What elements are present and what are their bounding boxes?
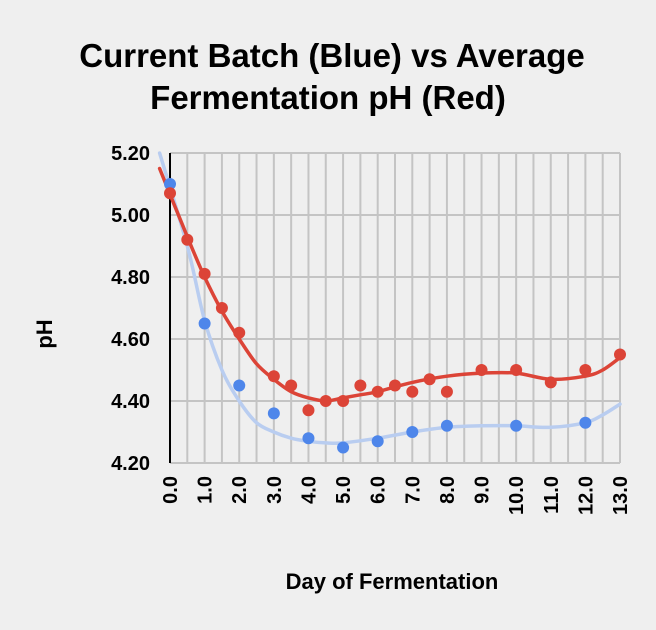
data-point-series-0: [164, 187, 176, 200]
x-tick-label: 13.0: [610, 476, 632, 515]
data-point-series-1: [302, 432, 315, 445]
x-tick-labels: 0.0 1.0 2.0 3.0 4.0 5.0 6.0 7.0 8.0 9.0 10.0 11.0 12…: [160, 476, 632, 515]
x-tick-label: 3.0: [264, 476, 286, 504]
data-point-series-1: [406, 426, 419, 438]
data-point-series-0: [319, 395, 332, 407]
x-tick-label: 7.0: [402, 476, 424, 504]
data-point-series-0: [337, 395, 350, 407]
data-point-series-1: [267, 407, 280, 420]
data-point-series-1: [510, 419, 523, 432]
gridlines: [169, 152, 621, 464]
x-tick-label: 2.0: [229, 476, 251, 504]
data-point-series-0: [181, 233, 194, 246]
data-point-series-1: [371, 435, 384, 448]
data-point-series-1: [198, 317, 211, 330]
x-tick-label: 11.0: [541, 476, 563, 514]
data-points: [164, 178, 626, 454]
chart-title-line-2: Fermentation pH (Red): [150, 79, 506, 116]
data-point-series-1: [164, 178, 176, 190]
y-tick-label: 4.20: [111, 453, 150, 475]
y-axis-label: pH: [32, 319, 57, 348]
x-tick-label: 12.0: [575, 476, 597, 515]
x-tick-label: 10.0: [506, 476, 528, 515]
x-axis-label: Day of Fermentation: [286, 569, 499, 594]
y-tick-label: 4.40: [111, 391, 150, 413]
data-point-series-0: [614, 348, 626, 361]
y-tick-label: 5.00: [111, 205, 150, 227]
chart-title-line-1: Current Batch (Blue) vs Average: [79, 37, 585, 74]
data-point-series-1: [440, 419, 453, 432]
x-tick-label: 4.0: [298, 476, 320, 504]
data-point-series-0: [544, 376, 557, 389]
x-tick-label: 6.0: [368, 476, 390, 504]
x-tick-label: 1.0: [195, 476, 217, 504]
y-tick-label: 4.80: [111, 267, 150, 289]
x-tick-label: 8.0: [437, 476, 459, 504]
data-point-series-0: [285, 379, 298, 392]
data-point-series-1: [233, 379, 246, 392]
trendline-series-1: [157, 151, 622, 446]
x-tick-label: 9.0: [472, 476, 494, 504]
data-point-series-0: [233, 326, 246, 339]
x-tick-label: 5.0: [333, 476, 355, 504]
data-point-series-0: [440, 385, 453, 398]
data-point-series-0: [267, 370, 280, 383]
data-point-series-0: [215, 302, 228, 314]
data-point-series-1: [579, 416, 592, 429]
data-point-series-0: [475, 364, 488, 376]
data-point-series-0: [579, 364, 592, 376]
y-tick-labels: 5.20 5.00 4.80 4.60 4.40 4.20: [111, 143, 150, 475]
data-point-series-0: [302, 404, 315, 417]
data-point-series-0: [510, 364, 523, 376]
y-tick-label: 5.20: [111, 143, 150, 165]
data-point-series-0: [198, 267, 211, 280]
data-point-series-1: [337, 441, 350, 454]
data-point-series-0: [423, 373, 436, 386]
data-point-series-0: [389, 379, 401, 392]
data-point-series-0: [371, 385, 384, 398]
data-point-series-0: [406, 385, 419, 398]
x-tick-label: 0.0: [160, 476, 182, 504]
data-point-series-0: [354, 379, 367, 392]
y-tick-label: 4.60: [111, 329, 150, 351]
